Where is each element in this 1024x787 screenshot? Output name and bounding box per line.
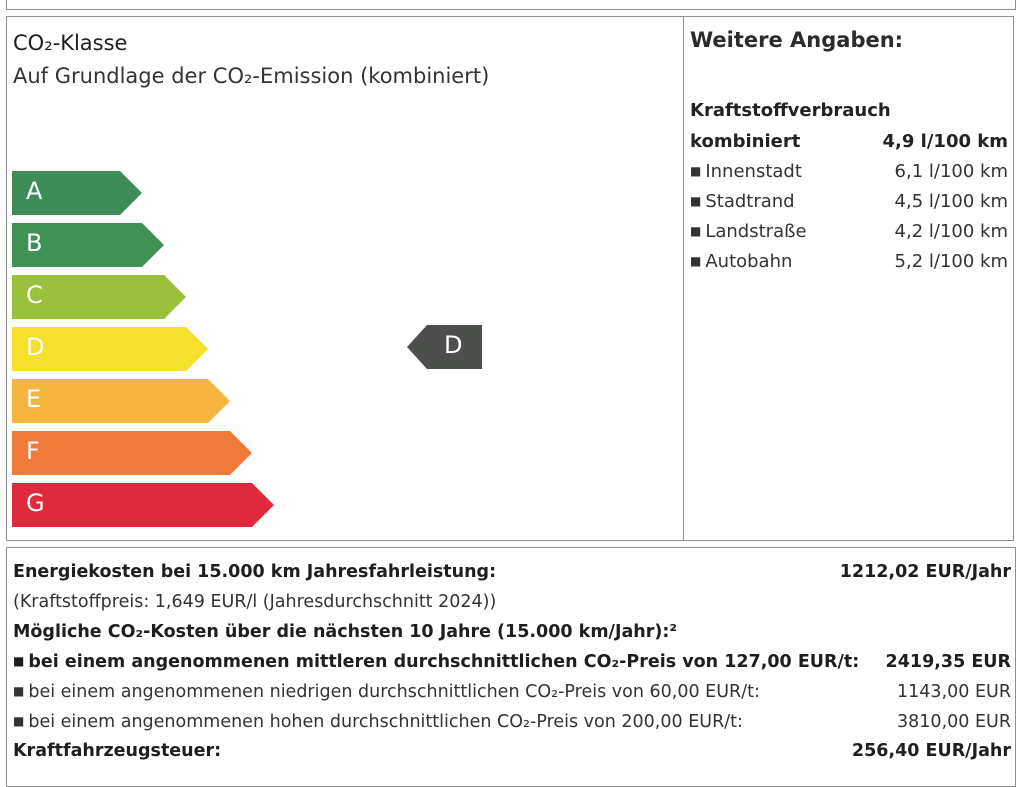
class-bar-e: E xyxy=(12,379,230,423)
co2-costs-heading-row: Mögliche CO₂-Kosten über die nächsten 10… xyxy=(13,622,1011,648)
class-bar-f-shape xyxy=(12,431,252,475)
class-letter-a: A xyxy=(26,177,43,205)
vehicle-tax-row: Kraftfahrzeugsteuer: 256,40 EUR/Jahr xyxy=(13,741,1011,767)
co2-class-title: CO₂-Klasse xyxy=(13,31,128,55)
class-bar-c-shape xyxy=(12,275,186,319)
energy-costs-label: Energiekosten bei 15.000 km Jahresfahrle… xyxy=(13,562,497,582)
fuel-price-note: (Kraftstoffpreis: 1,649 EUR/l (Jahresdur… xyxy=(13,592,497,612)
co2-class-panel: CO₂-Klasse Auf Grundlage der CO₂-Emissio… xyxy=(6,16,684,541)
fuel-row: ■ Landstraße 4,2 l/100 km xyxy=(690,221,1008,247)
co2-cost-low-row: ■ bei einem angenommenen niedrigen durchs… xyxy=(13,682,1011,708)
class-bar-a: A xyxy=(12,171,142,215)
class-bar-f: F xyxy=(12,431,252,475)
fuel-value: 5,2 l/100 km xyxy=(894,251,1008,272)
fuel-value: 4,9 l/100 km xyxy=(882,131,1008,152)
class-letter-d: D xyxy=(26,333,45,361)
class-bar-b: B xyxy=(12,223,164,267)
fuel-label: Stadtrand xyxy=(705,191,795,212)
co2-cost-high-label: bei einem angenommenen hohen durchschnit… xyxy=(28,712,743,732)
class-letter-c: C xyxy=(26,281,43,309)
bullet-icon: ■ xyxy=(690,164,702,178)
costs-panel: Energiekosten bei 15.000 km Jahresfahrle… xyxy=(6,547,1016,787)
co2-cost-mid-label: bei einem angenommenen mittleren durchsc… xyxy=(28,652,860,672)
bullet-icon: ■ xyxy=(690,254,702,268)
co2-cost-mid-value: 2419,35 EUR xyxy=(885,652,1011,672)
fuel-value: 6,1 l/100 km xyxy=(894,161,1008,182)
co2-cost-high-value: 3810,00 EUR xyxy=(897,712,1011,732)
class-bar-e-shape xyxy=(12,379,230,423)
rating-indicator: D xyxy=(407,325,482,369)
class-bar-d: D xyxy=(12,327,208,371)
fuel-row: ■ Stadtrand 4,5 l/100 km xyxy=(690,191,1008,217)
energy-costs-row: Energiekosten bei 15.000 km Jahresfahrle… xyxy=(13,562,1011,588)
fuel-price-note-row: (Kraftstoffpreis: 1,649 EUR/l (Jahresdur… xyxy=(13,592,1011,618)
fuel-row: ■ Innenstadt 6,1 l/100 km xyxy=(690,161,1008,187)
bullet-icon: ■ xyxy=(690,194,702,208)
further-info-heading: Weitere Angaben: xyxy=(690,28,904,52)
class-letter-b: B xyxy=(26,229,43,257)
bullet-icon: ■ xyxy=(690,224,702,238)
class-letter-f: F xyxy=(26,437,40,465)
co2-cost-high-row: ■ bei einem angenommenen hohen durchschni… xyxy=(13,712,1011,738)
co2-class-subtitle: Auf Grundlage der CO₂-Emission (kombinie… xyxy=(13,64,490,88)
fuel-value: 4,2 l/100 km xyxy=(894,221,1008,242)
co2-costs-heading: Mögliche CO₂-Kosten über die nächsten 10… xyxy=(13,622,678,642)
vehicle-tax-label: Kraftfahrzeugsteuer: xyxy=(13,741,222,761)
fuel-label: kombiniert xyxy=(690,131,801,152)
fuel-label: Innenstadt xyxy=(705,161,802,182)
top-section-edge xyxy=(6,0,1016,10)
co2-cost-mid-row: ■ bei einem angenommenen mittleren durchs… xyxy=(13,652,1011,678)
class-bar-d-shape xyxy=(12,327,208,371)
class-bar-g: G xyxy=(12,483,274,527)
energy-costs-value: 1212,02 EUR/Jahr xyxy=(839,562,1011,582)
fuel-label: Autobahn xyxy=(705,251,793,272)
co2-cost-low-value: 1143,00 EUR xyxy=(897,682,1011,702)
fuel-consumption-title: Kraftstoffverbrauch xyxy=(690,100,891,121)
class-bar-a-shape xyxy=(12,171,142,215)
class-letter-g: G xyxy=(26,489,45,517)
bullet-icon: ■ xyxy=(13,654,25,668)
class-letter-e: E xyxy=(26,385,42,413)
fuel-row-combined: kombiniert 4,9 l/100 km xyxy=(690,131,1008,157)
fuel-row: ■ Autobahn 5,2 l/100 km xyxy=(690,251,1008,277)
rating-indicator-shape xyxy=(407,325,482,369)
class-bar-c: C xyxy=(12,275,186,319)
bullet-icon: ■ xyxy=(13,714,25,728)
fuel-value: 4,5 l/100 km xyxy=(894,191,1008,212)
class-bar-b-shape xyxy=(12,223,164,267)
fuel-label: Landstraße xyxy=(705,221,807,242)
class-bar-g-shape xyxy=(12,483,274,527)
rating-letter: D xyxy=(444,331,463,359)
further-info-panel: Weitere Angaben: Kraftstoffverbrauch kom… xyxy=(683,16,1014,541)
bullet-icon: ■ xyxy=(13,684,25,698)
co2-cost-low-label: bei einem angenommenen niedrigen durchsc… xyxy=(28,682,760,702)
vehicle-tax-value: 256,40 EUR/Jahr xyxy=(851,741,1011,761)
